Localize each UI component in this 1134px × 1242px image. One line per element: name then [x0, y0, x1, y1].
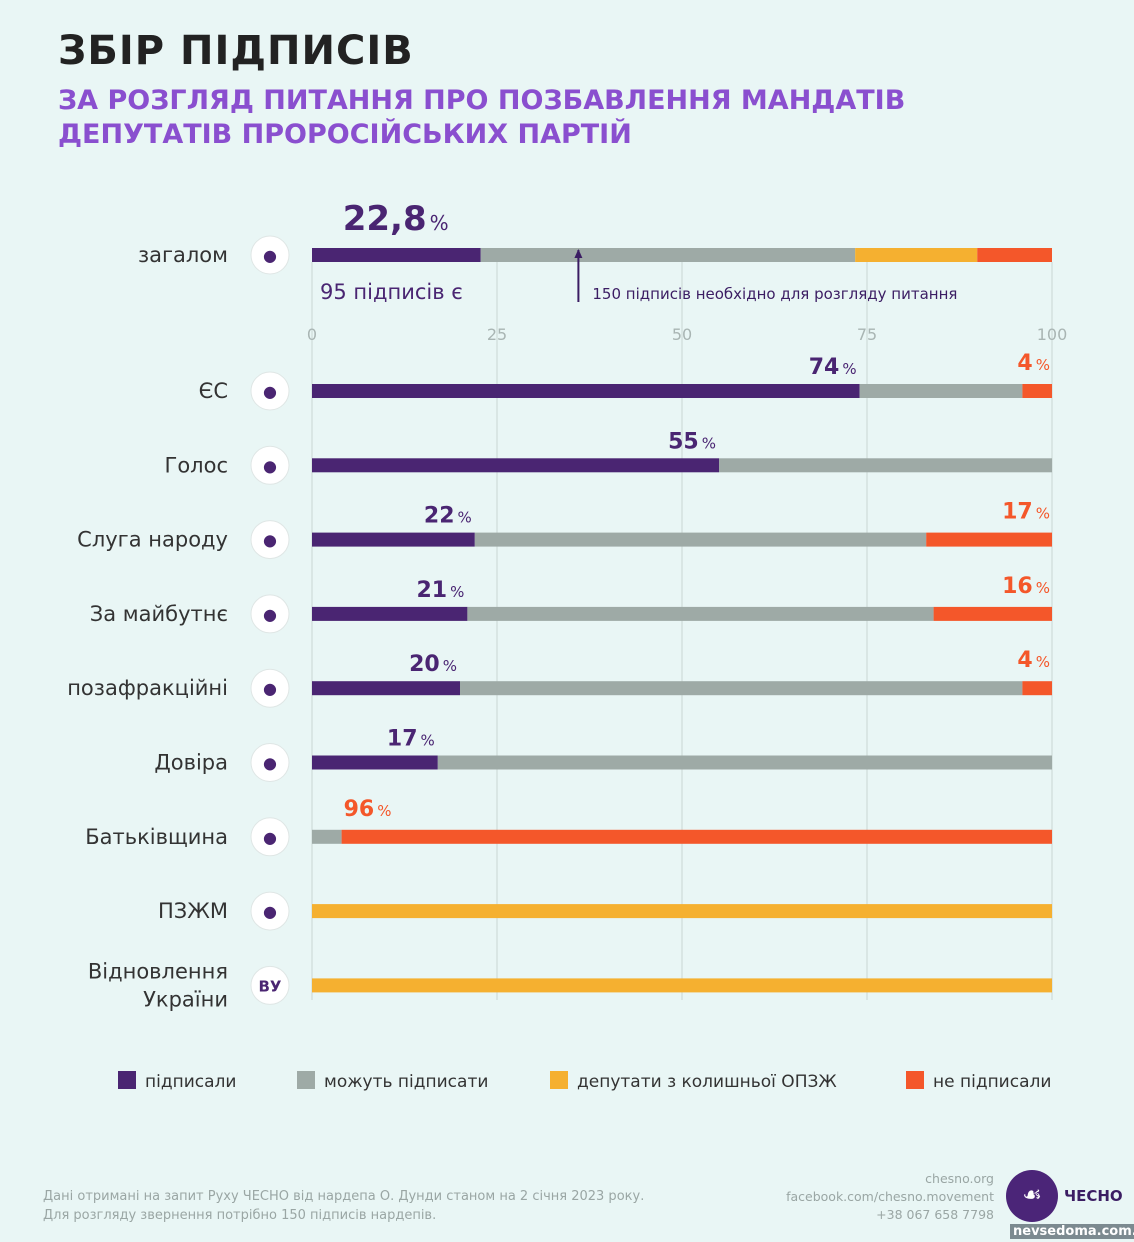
category-bar-segment-signed [312, 755, 438, 770]
holos-party-icon-badge [250, 445, 290, 485]
future-party-icon: ● [263, 605, 277, 624]
legend-swatch [906, 1071, 924, 1089]
category-bar-segment-may-sign [460, 681, 1023, 696]
footer-note-line2: Для розгляду звернення потрібно 150 підп… [43, 1208, 437, 1223]
future-party-icon-badge [250, 594, 290, 634]
value-label: 20% [409, 652, 457, 677]
category-bar-segment-signed [312, 681, 460, 696]
servant-party-icon: ● [263, 531, 277, 550]
category-bar-segment-may-sign [859, 384, 1023, 398]
legend-label: не підписали [933, 1072, 1051, 1092]
legend-swatch [118, 1071, 136, 1089]
parliament-icon: ● [263, 246, 277, 265]
vu-party-icon: ВУ [259, 977, 282, 995]
category-label: За майбутнє [90, 602, 228, 626]
es-party-icon-badge [250, 371, 290, 411]
category-bar-segment-ex-opzzh [312, 904, 1052, 919]
parliament-icon-badge [250, 235, 290, 275]
footer-note-line1: Дані отримані на запит Руху ЧЕСНО від на… [43, 1189, 645, 1204]
value-label: 96% [344, 797, 392, 822]
threshold-arrow-head [574, 249, 583, 258]
legend-swatch [297, 1071, 315, 1089]
legend-swatch [550, 1071, 568, 1089]
category-label: Голос [165, 453, 228, 477]
watermark: nevsedoma.com.ua [1010, 1224, 1134, 1239]
site-link[interactable]: chesno.org [925, 1171, 994, 1186]
page-subtitle: ЗА РОЗГЛЯД ПИТАННЯ ПРО ПОЗБАВЛЕННЯ МАНДА… [58, 85, 906, 150]
threshold-note: 150 підписів необхідно для розгляду пита… [592, 285, 957, 303]
category-bar-segment-may-sign [437, 755, 1052, 770]
page-title: ЗБІР ПІДПИСІВ [58, 28, 414, 74]
overall-bar-segment-not-signed [977, 248, 1052, 262]
legend-label: підписали [145, 1072, 236, 1092]
category-bar-segment-may-sign [467, 606, 934, 621]
value-label: 4% [1017, 648, 1050, 673]
legend-label: можуть підписати [324, 1072, 488, 1092]
category-bar-segment-not-signed [1022, 681, 1052, 696]
signed-note: 95 підписів є [320, 280, 463, 304]
x-tick-label: 75 [857, 325, 877, 344]
pzzhm-party-icon-badge [250, 891, 290, 931]
category-label: України [143, 987, 228, 1011]
value-label: 17% [1002, 500, 1050, 525]
category-label: ЄС [199, 379, 228, 403]
category-label: позафракційні [67, 676, 228, 700]
category-bar-segment-may-sign [474, 532, 927, 547]
person-icon: ● [263, 679, 277, 698]
x-tick-label: 100 [1037, 325, 1068, 344]
value-label: 22,8% [343, 199, 449, 239]
dovira-party-icon-badge [250, 743, 290, 782]
category-bar-segment-signed [312, 458, 719, 473]
heart-icon: ● [263, 828, 277, 847]
footer-note: Дані отримані на запит Руху ЧЕСНО від на… [43, 1187, 644, 1225]
category-bar-segment-signed [312, 606, 468, 621]
category-label: Слуга народу [77, 528, 228, 552]
overall-bar-segment-may-sign [480, 248, 856, 262]
category-label: Батьківщина [85, 825, 228, 849]
holos-party-icon: ● [263, 456, 277, 475]
category-bar-segment-not-signed [1022, 384, 1052, 398]
category-bar-segment-not-signed [933, 606, 1052, 621]
chesno-logo-text: ЧЕСНО [1064, 1187, 1123, 1205]
overall-bar-segment-signed [312, 248, 481, 262]
category-label: ПЗЖМ [158, 899, 228, 923]
dovira-party-icon: ● [263, 754, 277, 773]
overall-bar-segment-ex-opzzh [855, 248, 978, 262]
heart-icon-badge [250, 817, 290, 857]
category-bar-segment-ex-opzzh [312, 978, 1052, 993]
facebook-link[interactable]: facebook.com/chesno.movement [786, 1189, 994, 1204]
category-bar-segment-may-sign [719, 458, 1052, 473]
value-label: 16% [1002, 574, 1050, 599]
value-label: 4% [1017, 351, 1050, 376]
value-label: 17% [387, 727, 435, 752]
x-tick-label: 0 [307, 325, 317, 344]
category-bar-segment-signed [312, 384, 860, 398]
category-bar-segment-not-signed [341, 829, 1053, 844]
contacts: chesno.org facebook.com/chesno.movement … [786, 1170, 994, 1224]
person-icon-badge [250, 668, 290, 708]
pzzhm-party-icon: ● [263, 902, 277, 921]
value-label: 21% [417, 578, 465, 603]
category-bar-segment-signed [312, 532, 475, 547]
servant-party-icon-badge [250, 520, 290, 560]
category-label: загалом [138, 243, 228, 267]
category-bar-segment-may-sign [312, 829, 342, 844]
category-label: Відновлення [88, 959, 228, 983]
vu-party-icon-badge [250, 965, 290, 1005]
phone: +38 067 658 7798 [876, 1207, 994, 1222]
legend-label: депутати з колишньої ОПЗЖ [577, 1072, 837, 1092]
es-party-icon: ● [263, 382, 277, 401]
value-label: 22% [424, 504, 472, 529]
value-label: 55% [668, 429, 716, 454]
chesno-logo-icon: ☙ [1006, 1170, 1058, 1222]
x-tick-label: 25 [487, 325, 507, 344]
value-label: 74% [809, 355, 857, 380]
category-bar-segment-not-signed [926, 532, 1052, 547]
x-tick-label: 50 [672, 325, 692, 344]
category-label: Довіра [154, 751, 228, 775]
